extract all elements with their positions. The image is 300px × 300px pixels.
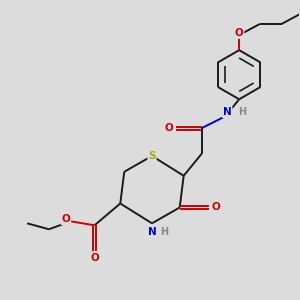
- Text: H: H: [160, 227, 169, 237]
- Text: O: O: [211, 202, 220, 212]
- Text: O: O: [61, 214, 70, 224]
- Text: H: H: [238, 107, 246, 117]
- Text: S: S: [148, 151, 156, 161]
- Text: O: O: [90, 253, 99, 263]
- Text: N: N: [223, 107, 232, 117]
- Text: O: O: [164, 123, 173, 133]
- Text: N: N: [148, 227, 156, 237]
- Text: O: O: [235, 28, 244, 38]
